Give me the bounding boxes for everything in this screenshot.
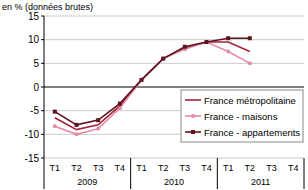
grid-line xyxy=(44,63,304,64)
point xyxy=(140,78,144,82)
group-separator xyxy=(44,158,45,189)
point xyxy=(118,102,122,106)
grid-line xyxy=(44,158,304,159)
point xyxy=(161,57,165,61)
point xyxy=(75,132,79,136)
x-tick-label: T2 xyxy=(158,163,169,173)
x-tick-label: T1 xyxy=(136,163,147,173)
point xyxy=(53,110,57,114)
legend-label: France - appartements xyxy=(204,127,300,138)
x-tick-label: T3 xyxy=(180,163,191,173)
x-tick-label: T4 xyxy=(115,163,126,173)
grid-line xyxy=(44,86,304,87)
y-axis xyxy=(44,16,45,158)
point xyxy=(205,40,209,44)
x-tick-label: T3 xyxy=(93,163,104,173)
x-tick-label: T4 xyxy=(201,163,212,173)
x-tick-label: T3 xyxy=(266,163,277,173)
point xyxy=(96,118,100,122)
y-tick-label: -10 xyxy=(25,129,40,140)
y-tick-label: 0 xyxy=(33,82,39,93)
point xyxy=(118,106,122,110)
legend-marker xyxy=(191,130,195,134)
group-separator xyxy=(304,158,305,189)
point xyxy=(226,36,230,40)
x-tick-label: T2 xyxy=(71,163,82,173)
x-tick-label: T1 xyxy=(50,163,61,173)
group-separator xyxy=(217,158,218,189)
group-separator xyxy=(130,158,131,189)
point xyxy=(205,40,209,44)
point xyxy=(53,124,57,128)
legend: France métropolitaine France - maisons Fra… xyxy=(181,90,303,142)
y-tick-label: 10 xyxy=(28,34,40,45)
point xyxy=(140,78,144,82)
y-tick-label: -5 xyxy=(30,105,39,116)
legend-label: France métropolitaine xyxy=(204,95,296,106)
point xyxy=(248,61,252,65)
point xyxy=(183,45,187,49)
x-tick-label: T4 xyxy=(288,163,299,173)
chart: en % (données brutes) -15 -10 -5 0 5 10 15 T1 T2 T… xyxy=(0,0,308,190)
legend-label: France - maisons xyxy=(204,111,278,122)
grid-line xyxy=(44,16,304,17)
x-tick-label: T2 xyxy=(245,163,256,173)
legend-swatch xyxy=(185,99,201,101)
x-tick-label: T1 xyxy=(223,163,234,173)
point xyxy=(161,57,165,61)
point xyxy=(248,36,252,40)
group-label: 2011 xyxy=(251,177,270,187)
group-label: 2009 xyxy=(77,177,97,187)
legend-box xyxy=(181,90,303,142)
group-label: 2010 xyxy=(164,177,184,187)
y-tick-label: 5 xyxy=(33,58,39,69)
y-tick-label: 15 xyxy=(28,11,40,22)
point xyxy=(75,123,79,127)
point xyxy=(96,127,100,131)
y-tick-label: -15 xyxy=(25,153,40,164)
legend-marker xyxy=(191,114,195,118)
grid-line xyxy=(44,39,304,40)
point xyxy=(226,50,230,54)
y-label: en % (données brutes) xyxy=(2,2,93,12)
